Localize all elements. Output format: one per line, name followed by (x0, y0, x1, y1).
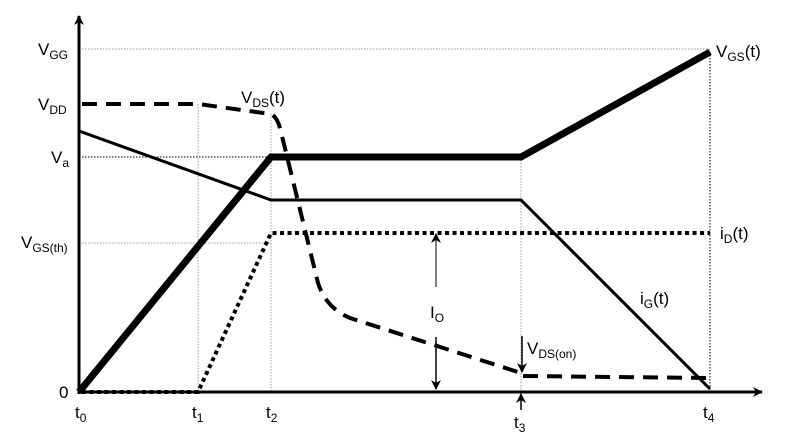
id-label: iD(t) (720, 224, 749, 246)
id-curve (82, 231, 710, 394)
vgsth-label: VGS(th) (21, 233, 68, 255)
t0-label: t0 (75, 403, 87, 425)
ig-curve (78, 129, 712, 391)
t2-label: t2 (266, 403, 278, 425)
vds-label: VDS(t) (241, 88, 285, 110)
vdson-label: VDS(on) (527, 339, 576, 361)
vgg-label: VGG (38, 40, 68, 62)
va-label: Va (51, 148, 69, 170)
vgs-curve (76, 48, 712, 395)
vgs-label: VGS(t) (716, 42, 761, 64)
vdd-label: VDD (38, 95, 67, 117)
t1-label: t1 (192, 403, 204, 425)
vds-curve (82, 102, 711, 380)
io-label: IO (430, 303, 444, 325)
ig-label: iG(t) (640, 289, 669, 311)
t4-label: t4 (703, 403, 715, 425)
zero-label: 0 (59, 383, 68, 402)
t3-label: t3 (514, 413, 526, 435)
